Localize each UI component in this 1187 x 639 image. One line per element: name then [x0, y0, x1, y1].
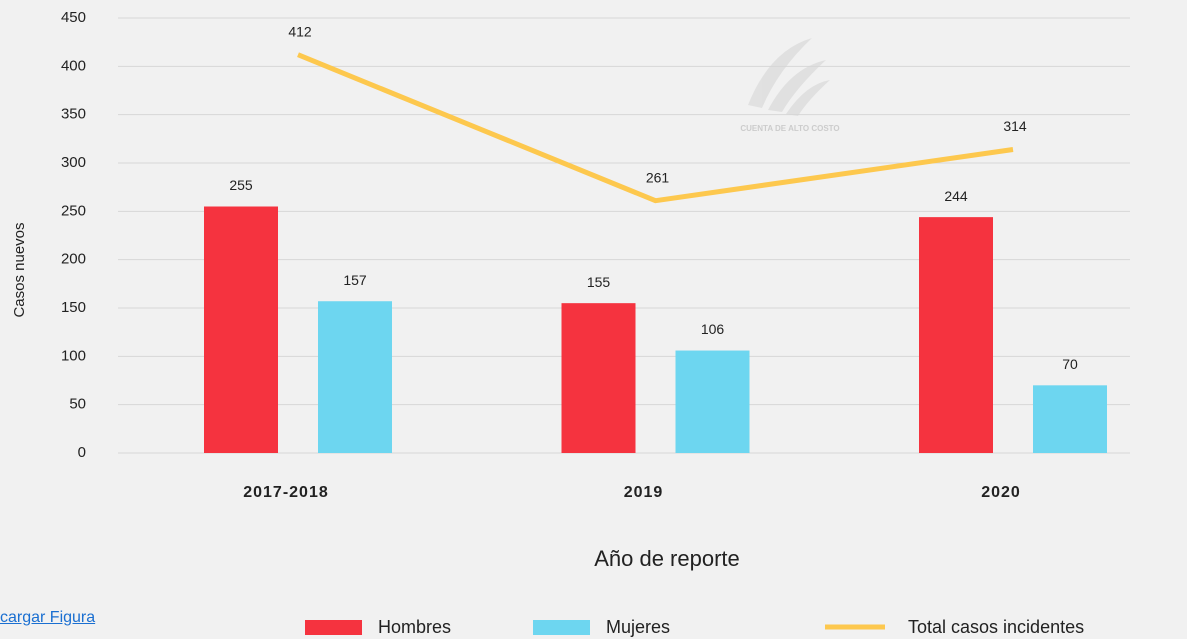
- data-label: 314: [1003, 118, 1027, 134]
- watermark-logo: [748, 38, 830, 116]
- bar: [675, 350, 750, 453]
- x-tick-label: 2017-2018: [243, 484, 329, 501]
- line: [297, 52, 1014, 204]
- data-label: 70: [1062, 356, 1078, 372]
- bar: [1033, 385, 1107, 453]
- download-link[interactable]: cargar Figura: [0, 609, 96, 626]
- data-label: 244: [944, 188, 968, 204]
- y-tick-label: 350: [61, 106, 86, 123]
- y-tick-label: 450: [61, 9, 86, 26]
- legend-label: Hombres: [378, 617, 451, 637]
- watermark: CUENTA DE ALTO COSTO: [740, 124, 839, 133]
- y-tick-label: 400: [61, 57, 86, 74]
- data-label: 255: [229, 177, 253, 193]
- y-tick-label: 300: [61, 154, 86, 171]
- data-label: 157: [343, 272, 367, 288]
- data-label: 261: [646, 169, 670, 185]
- y-tick-label: 0: [78, 444, 86, 461]
- bar: [318, 301, 392, 453]
- data-label: 106: [701, 321, 725, 337]
- y-tick-label: 100: [61, 347, 86, 364]
- x-tick-label: 2020: [981, 484, 1021, 501]
- x-tick-label: 2019: [624, 484, 664, 501]
- y-tick-label: 250: [61, 202, 86, 219]
- y-tick-label: 50: [69, 396, 86, 413]
- legend-label: Mujeres: [606, 617, 670, 637]
- bar: [561, 303, 636, 453]
- data-label: 412: [288, 23, 312, 39]
- y-axis-title: Casos nuevos: [11, 222, 28, 317]
- y-tick-label: 150: [61, 299, 86, 316]
- legend-swatch: [533, 620, 590, 635]
- bar: [204, 206, 278, 453]
- data-label: 155: [587, 274, 611, 290]
- x-axis-title: Año de reporte: [594, 546, 740, 571]
- legend-label: Total casos incidentes: [908, 617, 1084, 637]
- bar: [919, 217, 993, 453]
- legend-swatch: [305, 620, 362, 635]
- y-tick-label: 200: [61, 251, 86, 268]
